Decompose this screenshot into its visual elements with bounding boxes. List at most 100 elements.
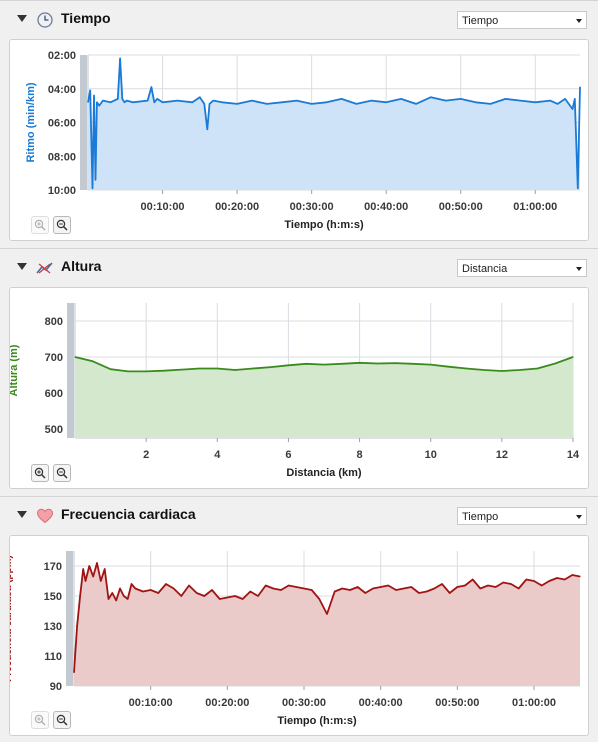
collapse-toggle-icon[interactable] xyxy=(17,15,27,22)
y-tick-label: 150 xyxy=(44,591,62,603)
data-point xyxy=(385,101,387,103)
data-point xyxy=(295,586,297,588)
data-point xyxy=(341,587,343,590)
zoom-in-button[interactable] xyxy=(31,464,49,482)
altitude-panel: Altura Distancia 800 700 600 500 2 4 6 8 10 12 14 A… xyxy=(0,248,598,497)
data-point xyxy=(165,583,167,585)
data-point xyxy=(181,369,183,371)
zoom-out-icon xyxy=(56,714,68,726)
data-point xyxy=(430,364,432,366)
x-tick-label: 00:40:00 xyxy=(359,697,403,709)
pace-chart: 02:00 04:00 06:00 08:00 10:00 00:10:00 00:20:0… xyxy=(25,50,581,231)
data-point xyxy=(211,589,213,591)
data-point xyxy=(121,98,123,100)
y-tick-label: 06:00 xyxy=(48,118,76,130)
y-tick-label: 90 xyxy=(50,681,62,693)
data-point xyxy=(340,98,343,100)
data-point xyxy=(403,587,405,590)
x-tick-label: 6 xyxy=(285,449,291,461)
data-point xyxy=(418,592,420,594)
data-point xyxy=(495,586,497,588)
data-point xyxy=(548,580,550,582)
data-point xyxy=(504,98,507,100)
data-point xyxy=(305,363,307,365)
zoom-in-button[interactable] xyxy=(31,711,49,729)
data-point xyxy=(479,587,481,590)
data-point xyxy=(234,369,236,371)
data-point xyxy=(525,578,527,581)
y-tick-label: 500 xyxy=(45,424,63,436)
data-point xyxy=(203,103,205,105)
x-axis-label: Tiempo (h:m:s) xyxy=(277,715,357,727)
data-point xyxy=(111,592,113,594)
data-point xyxy=(73,671,75,674)
data-point xyxy=(325,101,328,103)
x-tick-label: 2 xyxy=(143,449,149,461)
data-point xyxy=(266,103,268,105)
data-point xyxy=(449,592,451,594)
dropdown-arrow-icon xyxy=(576,19,582,23)
data-point xyxy=(142,590,144,593)
heart-rate-panel-header: Frecuencia cardiaca Tiempo xyxy=(0,497,598,533)
x-axis-select[interactable]: Tiempo xyxy=(457,11,587,29)
zoom-out-button[interactable] xyxy=(53,711,71,729)
elevation-icon xyxy=(36,262,53,274)
zoom-out-icon xyxy=(56,467,68,479)
data-point xyxy=(216,367,218,370)
data-point xyxy=(100,580,102,582)
data-point xyxy=(88,565,90,567)
data-point xyxy=(119,587,121,590)
data-point xyxy=(117,98,119,100)
data-point xyxy=(536,367,539,370)
select-value: Tiempo xyxy=(462,511,499,523)
data-point xyxy=(208,103,211,105)
data-point xyxy=(415,103,417,105)
data-point xyxy=(145,370,147,372)
data-point xyxy=(126,100,128,102)
pace-panel: Tiempo Tiempo 02:00 04:00 06:00 08:00 10:00 0… xyxy=(0,0,598,249)
data-point xyxy=(323,364,325,366)
data-point xyxy=(91,187,94,189)
data-point xyxy=(87,101,89,103)
data-point xyxy=(318,598,320,600)
data-point xyxy=(163,370,165,372)
data-point xyxy=(134,587,136,590)
x-tick-label: 01:00:00 xyxy=(513,201,557,213)
data-point xyxy=(198,367,201,370)
data-point xyxy=(94,179,97,181)
x-axis-select[interactable]: Distancia xyxy=(457,259,587,277)
collapse-toggle-icon[interactable] xyxy=(17,263,27,270)
panel-title: Frecuencia cardiaca xyxy=(61,506,196,522)
x-tick-label: 00:50:00 xyxy=(439,201,483,213)
data-point xyxy=(311,103,313,105)
data-point xyxy=(102,100,104,102)
zoom-in-icon xyxy=(34,714,46,726)
zoom-out-button[interactable] xyxy=(53,464,71,482)
x-tick-label: 01:00:00 xyxy=(512,697,556,709)
data-point xyxy=(173,587,175,590)
data-point xyxy=(487,584,489,587)
data-point xyxy=(123,595,125,597)
data-point xyxy=(349,589,351,591)
data-point xyxy=(242,598,244,600)
data-point xyxy=(412,363,414,365)
y-tick-label: 600 xyxy=(45,388,63,400)
x-axis-label: Distancia (km) xyxy=(286,467,362,479)
data-point xyxy=(147,100,149,102)
heart-rate-panel: Frecuencia cardiaca Tiempo 170 150 130 110 9… xyxy=(0,496,598,742)
data-point xyxy=(219,598,221,600)
data-point xyxy=(236,103,238,105)
zoom-in-icon xyxy=(34,467,46,479)
data-point xyxy=(281,101,283,103)
y-axis-label: Ritmo (min/km) xyxy=(25,82,37,162)
y-tick-label: 10:00 xyxy=(48,185,76,197)
data-point xyxy=(341,363,343,365)
x-tick-label: 14 xyxy=(567,449,580,461)
data-point xyxy=(579,575,581,578)
collapse-toggle-icon[interactable] xyxy=(17,511,27,518)
zoom-out-button[interactable] xyxy=(53,216,71,234)
x-axis-select[interactable]: Tiempo xyxy=(457,507,587,525)
zoom-in-button[interactable] xyxy=(31,216,49,234)
data-point xyxy=(257,595,259,597)
data-point xyxy=(98,105,100,107)
